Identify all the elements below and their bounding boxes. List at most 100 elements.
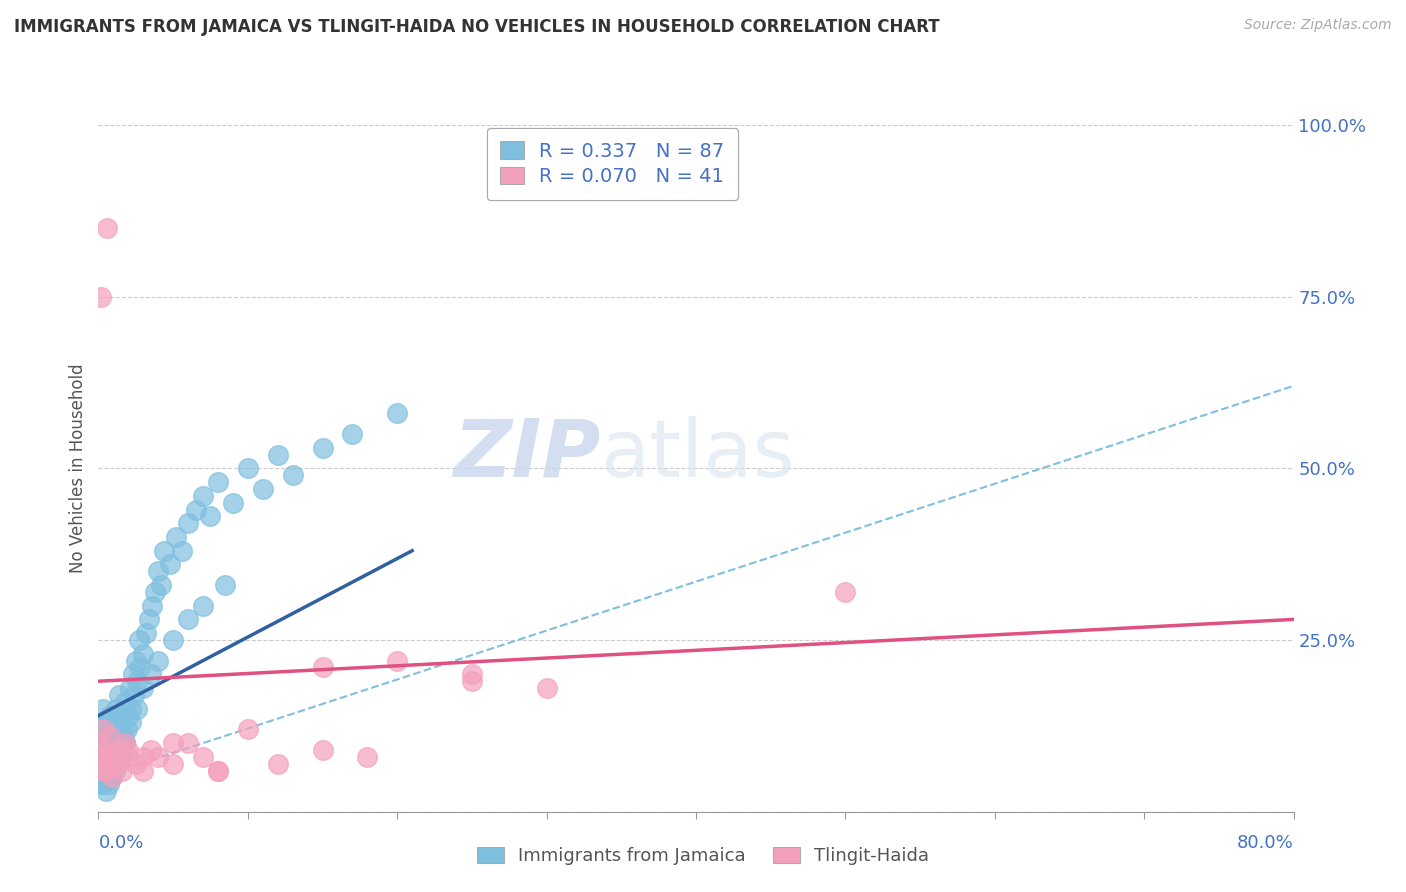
Point bbox=[114, 736, 136, 750]
Point bbox=[127, 701, 149, 715]
Point bbox=[114, 736, 136, 750]
Point bbox=[115, 723, 138, 737]
Point bbox=[536, 681, 558, 695]
Point bbox=[191, 749, 214, 764]
Point bbox=[96, 749, 118, 764]
Point bbox=[98, 749, 122, 764]
Text: 0.0%: 0.0% bbox=[98, 834, 143, 852]
Point bbox=[114, 736, 136, 750]
Point bbox=[97, 777, 120, 791]
Text: 80.0%: 80.0% bbox=[1237, 834, 1294, 852]
Point bbox=[461, 674, 484, 689]
Point bbox=[125, 654, 148, 668]
Point bbox=[141, 599, 163, 613]
Point bbox=[121, 667, 143, 681]
Point bbox=[91, 701, 114, 715]
Point bbox=[132, 749, 155, 764]
Point bbox=[207, 764, 229, 778]
Point bbox=[98, 770, 122, 785]
Point bbox=[89, 770, 111, 785]
Point bbox=[148, 565, 170, 579]
Point bbox=[94, 784, 117, 798]
Point bbox=[207, 764, 229, 778]
Point bbox=[91, 777, 114, 791]
Point bbox=[148, 749, 170, 764]
Point bbox=[90, 749, 112, 764]
Point bbox=[138, 612, 160, 626]
Point bbox=[110, 743, 132, 757]
Point bbox=[153, 543, 176, 558]
Point bbox=[172, 543, 194, 558]
Point bbox=[90, 749, 112, 764]
Point bbox=[97, 749, 120, 764]
Point bbox=[385, 654, 409, 668]
Point bbox=[96, 770, 118, 785]
Point bbox=[105, 749, 128, 764]
Point bbox=[103, 756, 125, 771]
Point bbox=[101, 770, 124, 785]
Point bbox=[177, 612, 200, 626]
Point bbox=[125, 756, 148, 771]
Point bbox=[93, 764, 115, 778]
Text: IMMIGRANTS FROM JAMAICA VS TLINGIT-HAIDA NO VEHICLES IN HOUSEHOLD CORRELATION CH: IMMIGRANTS FROM JAMAICA VS TLINGIT-HAIDA… bbox=[14, 18, 939, 36]
Point bbox=[117, 708, 139, 723]
Point bbox=[94, 743, 117, 757]
Text: ZIP: ZIP bbox=[453, 416, 600, 493]
Point bbox=[385, 406, 409, 420]
Point bbox=[90, 289, 112, 303]
Point bbox=[91, 743, 114, 757]
Point bbox=[165, 530, 187, 544]
Point bbox=[162, 633, 184, 648]
Point bbox=[108, 723, 131, 737]
Point bbox=[94, 756, 117, 771]
Point bbox=[112, 729, 135, 743]
Point bbox=[89, 736, 111, 750]
Point bbox=[120, 715, 142, 730]
Point bbox=[105, 743, 128, 757]
Point bbox=[111, 715, 134, 730]
Point bbox=[118, 681, 141, 695]
Point bbox=[93, 729, 115, 743]
Point bbox=[267, 448, 290, 462]
Point bbox=[105, 756, 128, 771]
Point bbox=[200, 509, 222, 524]
Point bbox=[143, 585, 166, 599]
Point bbox=[139, 743, 162, 757]
Y-axis label: No Vehicles in Household: No Vehicles in Household bbox=[69, 363, 87, 574]
Point bbox=[110, 729, 132, 743]
Point bbox=[311, 743, 333, 757]
Point bbox=[114, 695, 136, 709]
Point bbox=[461, 667, 484, 681]
Point bbox=[281, 468, 304, 483]
Point bbox=[110, 708, 132, 723]
Point bbox=[207, 475, 229, 489]
Point bbox=[128, 633, 150, 648]
Point bbox=[311, 441, 333, 455]
Point bbox=[101, 736, 124, 750]
Point bbox=[236, 461, 259, 475]
Point bbox=[267, 756, 290, 771]
Point bbox=[97, 708, 120, 723]
Point bbox=[111, 764, 134, 778]
Point bbox=[132, 647, 155, 661]
Legend: R = 0.337   N = 87, R = 0.070   N = 41: R = 0.337 N = 87, R = 0.070 N = 41 bbox=[486, 128, 738, 200]
Point bbox=[98, 764, 122, 778]
Point bbox=[96, 221, 118, 235]
Text: Source: ZipAtlas.com: Source: ZipAtlas.com bbox=[1244, 18, 1392, 32]
Point bbox=[135, 626, 157, 640]
Point bbox=[93, 764, 115, 778]
Point bbox=[132, 681, 155, 695]
Point bbox=[191, 489, 214, 503]
Point bbox=[127, 674, 149, 689]
Point bbox=[159, 558, 181, 572]
Point bbox=[311, 660, 333, 674]
Point bbox=[98, 723, 122, 737]
Point bbox=[117, 749, 139, 764]
Point bbox=[177, 516, 200, 531]
Point bbox=[108, 743, 131, 757]
Point bbox=[132, 764, 155, 778]
Point bbox=[236, 723, 259, 737]
Point bbox=[162, 736, 184, 750]
Point bbox=[342, 426, 364, 441]
Point bbox=[177, 736, 200, 750]
